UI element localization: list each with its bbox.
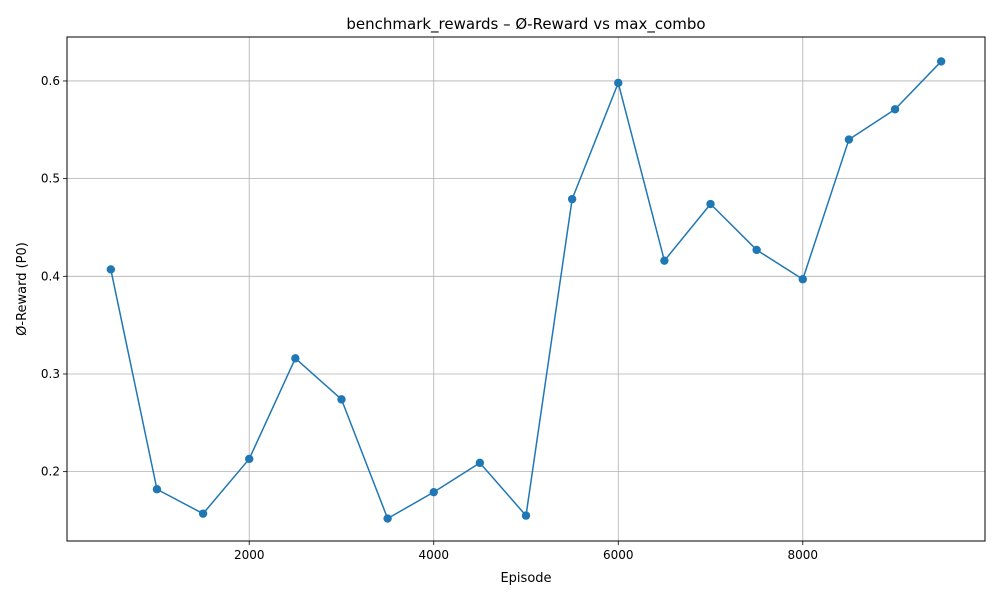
y-tick-label: 0.2: [41, 465, 60, 479]
data-point: [752, 245, 761, 255]
plot-frame: [66, 36, 986, 542]
data-point: [383, 514, 392, 523]
data-point: [844, 135, 854, 144]
data-point: [291, 354, 300, 363]
x-tick-label: 4000: [418, 548, 449, 562]
y-tick-label: 0.3: [41, 367, 60, 381]
y-tick-label: 0.5: [41, 172, 60, 186]
data-point: [798, 275, 807, 284]
x-tick-label: 6000: [603, 548, 634, 562]
chart-title: benchmark_rewards – Ø-Reward vs max_comb…: [346, 15, 705, 34]
data-point: [106, 265, 116, 274]
data-point: [890, 105, 900, 114]
tick-layer: 2000 4000 6000 8000 0.2 0.3 0.4 0.5 0.6: [41, 74, 818, 562]
data-point: [152, 485, 162, 494]
data-point: [567, 194, 577, 204]
data-point: [614, 78, 623, 88]
data-point: [245, 454, 254, 464]
data-point: [706, 199, 715, 209]
x-tick-label: 8000: [788, 548, 819, 562]
data-point: [660, 256, 669, 265]
data-point: [475, 458, 485, 468]
data-point: [198, 509, 208, 518]
y-tick-label: 0.4: [41, 269, 60, 283]
data-point: [429, 487, 438, 497]
grid-layer: [67, 37, 985, 541]
x-axis-label: Episode: [500, 571, 551, 586]
data-point: [936, 57, 946, 66]
y-axis-label: Ø-Reward (P0): [15, 242, 30, 336]
y-tick-label: 0.6: [41, 74, 60, 88]
x-tick-label: 2000: [234, 548, 265, 562]
data-point: [337, 395, 346, 404]
data-point: [521, 511, 531, 520]
series-layer: [106, 57, 946, 523]
